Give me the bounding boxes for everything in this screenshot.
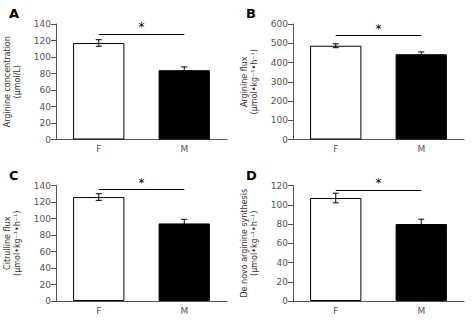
svg-text:(μmol•kg⁻¹•h⁻¹): (μmol•kg⁻¹•h⁻¹) <box>13 211 22 276</box>
svg-text:120: 120 <box>34 197 51 207</box>
svg-text:100: 100 <box>271 200 288 210</box>
svg-text:F: F <box>333 306 338 316</box>
svg-text:*: * <box>139 176 145 190</box>
svg-text:120: 120 <box>34 36 51 46</box>
svg-text:20: 20 <box>40 118 52 128</box>
svg-text:400: 400 <box>271 58 288 68</box>
svg-text:500: 500 <box>271 38 288 48</box>
svg-text:0: 0 <box>282 296 288 306</box>
svg-text:80: 80 <box>40 69 52 79</box>
svg-text:F: F <box>96 306 101 316</box>
svg-text:0: 0 <box>282 135 288 145</box>
svg-text:100: 100 <box>34 214 51 224</box>
svg-text:(μmol•kg⁻¹•h⁻¹): (μmol•kg⁻¹•h⁻¹) <box>250 49 259 114</box>
svg-text:F: F <box>96 144 101 154</box>
svg-text:40: 40 <box>40 263 52 273</box>
svg-text:B: B <box>246 6 256 21</box>
svg-text:140: 140 <box>34 19 51 29</box>
svg-text:Citrulline flux: Citrulline flux <box>3 216 12 270</box>
svg-text:M: M <box>180 144 188 154</box>
svg-text:M: M <box>417 306 425 316</box>
svg-text:100: 100 <box>271 115 288 125</box>
svg-text:100: 100 <box>34 52 51 62</box>
svg-text:80: 80 <box>277 219 289 229</box>
svg-text:(μmol/L): (μmol/L) <box>13 65 22 98</box>
svg-text:20: 20 <box>277 277 289 287</box>
svg-text:Arginine flux: Arginine flux <box>240 56 249 107</box>
svg-text:A: A <box>9 6 19 21</box>
svg-text:60: 60 <box>40 247 52 257</box>
svg-text:F: F <box>333 144 338 154</box>
svg-text:*: * <box>376 176 382 190</box>
svg-text:M: M <box>180 306 188 316</box>
svg-text:*: * <box>139 20 145 34</box>
svg-text:80: 80 <box>40 230 52 240</box>
svg-text:40: 40 <box>40 102 52 112</box>
svg-text:*: * <box>376 22 382 36</box>
svg-text:M: M <box>417 144 425 154</box>
svg-text:140: 140 <box>34 181 51 191</box>
svg-text:Arginine concentration: Arginine concentration <box>3 36 12 127</box>
svg-text:(μmol•kg⁻¹•h⁻¹): (μmol•kg⁻¹•h⁻¹) <box>250 211 259 276</box>
svg-text:0: 0 <box>45 296 51 306</box>
svg-text:60: 60 <box>277 238 289 248</box>
svg-text:C: C <box>9 168 19 183</box>
svg-text:200: 200 <box>271 96 288 106</box>
svg-text:D: D <box>246 168 257 183</box>
svg-text:0: 0 <box>45 135 51 145</box>
svg-text:60: 60 <box>40 85 52 95</box>
svg-text:40: 40 <box>277 258 289 268</box>
svg-text:De novo arginine synthesis: De novo arginine synthesis <box>240 189 249 298</box>
svg-text:120: 120 <box>271 181 288 191</box>
svg-text:300: 300 <box>271 77 288 87</box>
svg-text:600: 600 <box>271 19 288 29</box>
svg-text:20: 20 <box>40 280 52 290</box>
